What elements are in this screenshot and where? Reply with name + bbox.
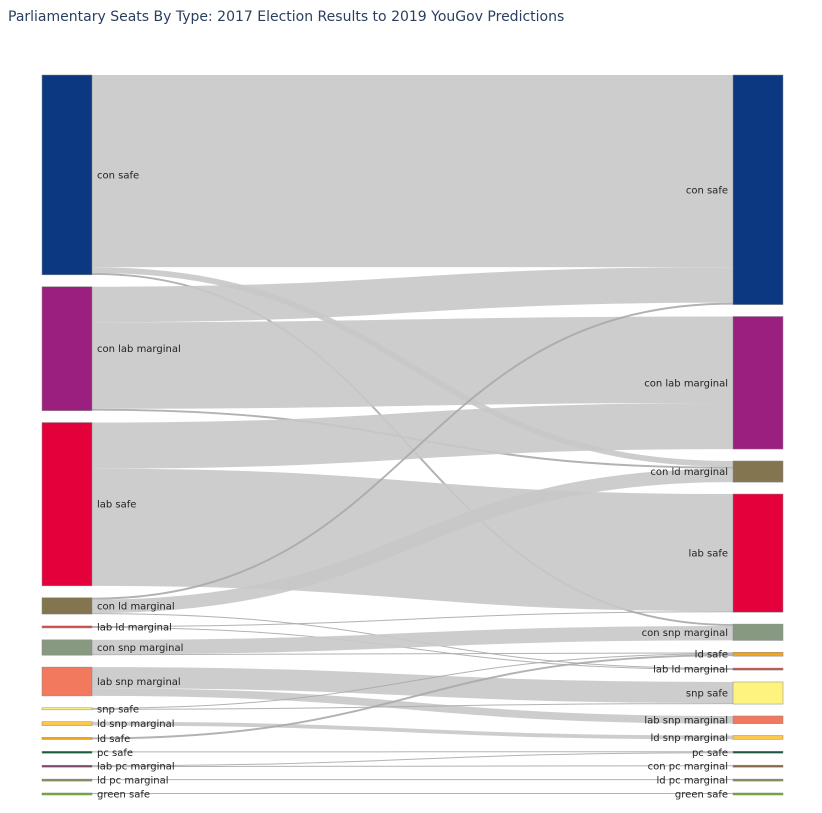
node-label: con ld marginal — [650, 467, 728, 478]
sankey-node[interactable] — [41, 639, 93, 656]
sankey-node[interactable] — [41, 666, 93, 697]
sankey-node[interactable] — [41, 737, 93, 740]
node-label: lab safe — [689, 549, 728, 560]
node-label: ld pc marginal — [656, 776, 728, 787]
node-label: snp safe — [686, 689, 728, 700]
node-label: snp safe — [97, 704, 139, 715]
sankey-link — [91, 703, 734, 710]
sankey-node[interactable] — [41, 422, 93, 587]
sankey-link — [91, 667, 734, 704]
links-layer — [91, 74, 734, 795]
node-label: ld pc marginal — [97, 776, 169, 787]
node-label: pc safe — [692, 748, 728, 759]
sankey-node[interactable] — [732, 652, 784, 657]
sankey-node[interactable] — [732, 751, 784, 754]
sankey-link — [91, 468, 734, 614]
node-label: lab snp marginal — [644, 715, 728, 726]
sankey-node[interactable] — [732, 493, 784, 613]
node-label: lab pc marginal — [97, 762, 175, 773]
node-label: con snp marginal — [642, 628, 728, 639]
sankey-link — [91, 611, 734, 627]
node-label: lab ld marginal — [653, 665, 728, 676]
node-label: green safe — [675, 790, 728, 801]
sankey-node[interactable] — [732, 316, 784, 450]
sankey-node[interactable] — [41, 74, 93, 276]
node-label: pc safe — [97, 748, 133, 759]
sankey-node[interactable] — [41, 707, 93, 711]
sankey-link — [91, 302, 734, 600]
sankey-node[interactable] — [41, 597, 93, 615]
sankey-node[interactable] — [732, 623, 784, 641]
sankey-node[interactable] — [41, 286, 93, 411]
sankey-node[interactable] — [732, 681, 784, 705]
sankey-node[interactable] — [41, 792, 93, 796]
sankey-link — [91, 626, 734, 671]
sankey-node[interactable] — [41, 778, 93, 782]
nodes-layer — [41, 74, 784, 796]
sankey-node[interactable] — [732, 74, 784, 305]
sankey-link — [91, 765, 734, 768]
sankey-link — [91, 653, 734, 709]
node-label: con pc marginal — [648, 762, 728, 773]
sankey-link — [91, 721, 734, 740]
node-label: ld safe — [695, 650, 728, 661]
node-label: green safe — [97, 790, 150, 801]
sankey-node[interactable] — [732, 778, 784, 782]
sankey-node[interactable] — [732, 735, 784, 740]
sankey-node[interactable] — [732, 715, 784, 724]
sankey-link — [91, 654, 734, 740]
node-label: con safe — [97, 170, 139, 181]
sankey-link — [91, 752, 734, 767]
sankey-link — [91, 402, 734, 469]
sankey-link — [91, 316, 734, 409]
sankey-node[interactable] — [732, 764, 784, 768]
node-label: lab ld marginal — [97, 622, 172, 633]
node-label: ld snp marginal — [97, 719, 175, 730]
sankey-node[interactable] — [732, 667, 784, 671]
sankey-link — [91, 267, 734, 323]
chart-title: Parliamentary Seats By Type: 2017 Electi… — [8, 9, 565, 25]
node-label: con lab marginal — [644, 378, 728, 389]
node-label: con lab marginal — [97, 344, 181, 355]
sankey-node[interactable] — [41, 721, 93, 726]
node-label: ld snp marginal — [650, 733, 728, 744]
node-label: con snp marginal — [97, 643, 183, 654]
node-label: ld safe — [97, 734, 130, 745]
node-label: con safe — [686, 185, 728, 196]
sankey-node[interactable] — [41, 751, 93, 754]
sankey-link — [91, 626, 734, 655]
sankey-link — [91, 652, 734, 656]
sankey-node[interactable] — [732, 792, 784, 796]
node-label: con ld marginal — [97, 601, 175, 612]
sankey-node[interactable] — [41, 625, 93, 629]
node-label: lab snp marginal — [97, 677, 181, 688]
sankey-node[interactable] — [41, 764, 93, 768]
labels-layer: con safe con lab marginal lab safe con ld m… — [97, 170, 728, 800]
sankey-node[interactable] — [732, 460, 784, 483]
node-label: lab safe — [97, 500, 136, 511]
